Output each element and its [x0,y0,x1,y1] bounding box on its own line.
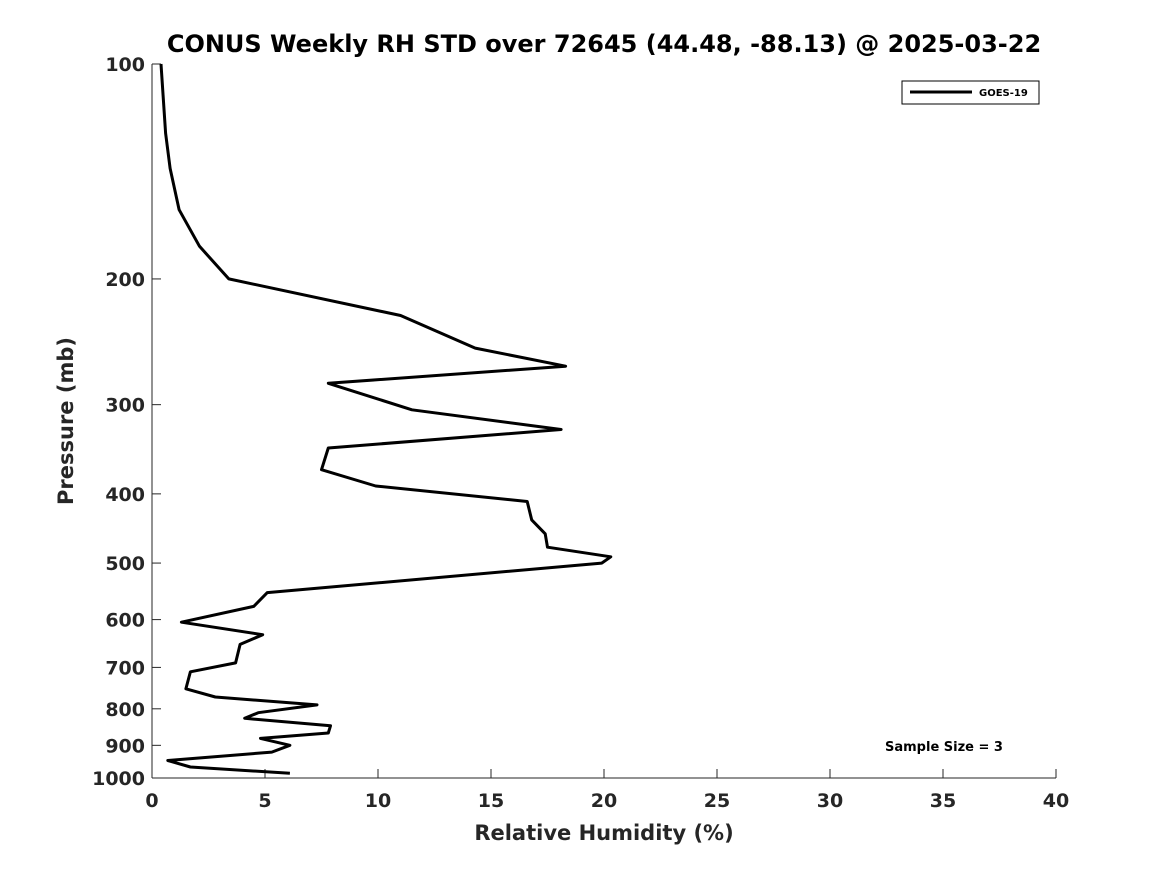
x-tick-label: 10 [365,790,391,812]
series-line-0 [161,64,611,773]
x-tick-label: 15 [478,790,504,812]
y-tick-label: 800 [105,699,145,721]
chart-title: CONUS Weekly RH STD over 72645 (44.48, -… [167,30,1041,58]
y-tick-label: 300 [105,395,145,417]
x-ticks: 0 5 10 15 20 25 30 35 40 [145,769,1069,812]
series-layer [161,64,611,773]
y-tick-label: 200 [105,269,145,291]
y-tick-label: 600 [105,610,145,632]
x-tick-label: 30 [817,790,843,812]
x-tick-label: 40 [1043,790,1069,812]
x-tick-label: 0 [145,790,158,812]
sample-size-annotation: Sample Size = 3 [885,740,1003,755]
y-tick-label: 1000 [92,768,145,790]
y-tick-label: 500 [105,553,145,575]
y-tick-label: 100 [105,54,145,76]
x-tick-label: 5 [258,790,271,812]
y-axis-label: Pressure (mb) [54,337,78,505]
legend: GOES-19 [902,81,1039,104]
legend-entry-label: GOES-19 [979,88,1028,99]
y-tick-label: 900 [105,735,145,757]
y-tick-label: 400 [105,484,145,506]
y-ticks: 100 200 300 400 500 600 700 800 900 1000 [92,54,161,790]
y-tick-label: 700 [105,657,145,679]
x-tick-label: 25 [704,790,730,812]
x-tick-label: 20 [591,790,617,812]
plot-axes [152,64,1056,778]
x-axis-label: Relative Humidity (%) [474,821,733,845]
x-tick-label: 35 [930,790,956,812]
